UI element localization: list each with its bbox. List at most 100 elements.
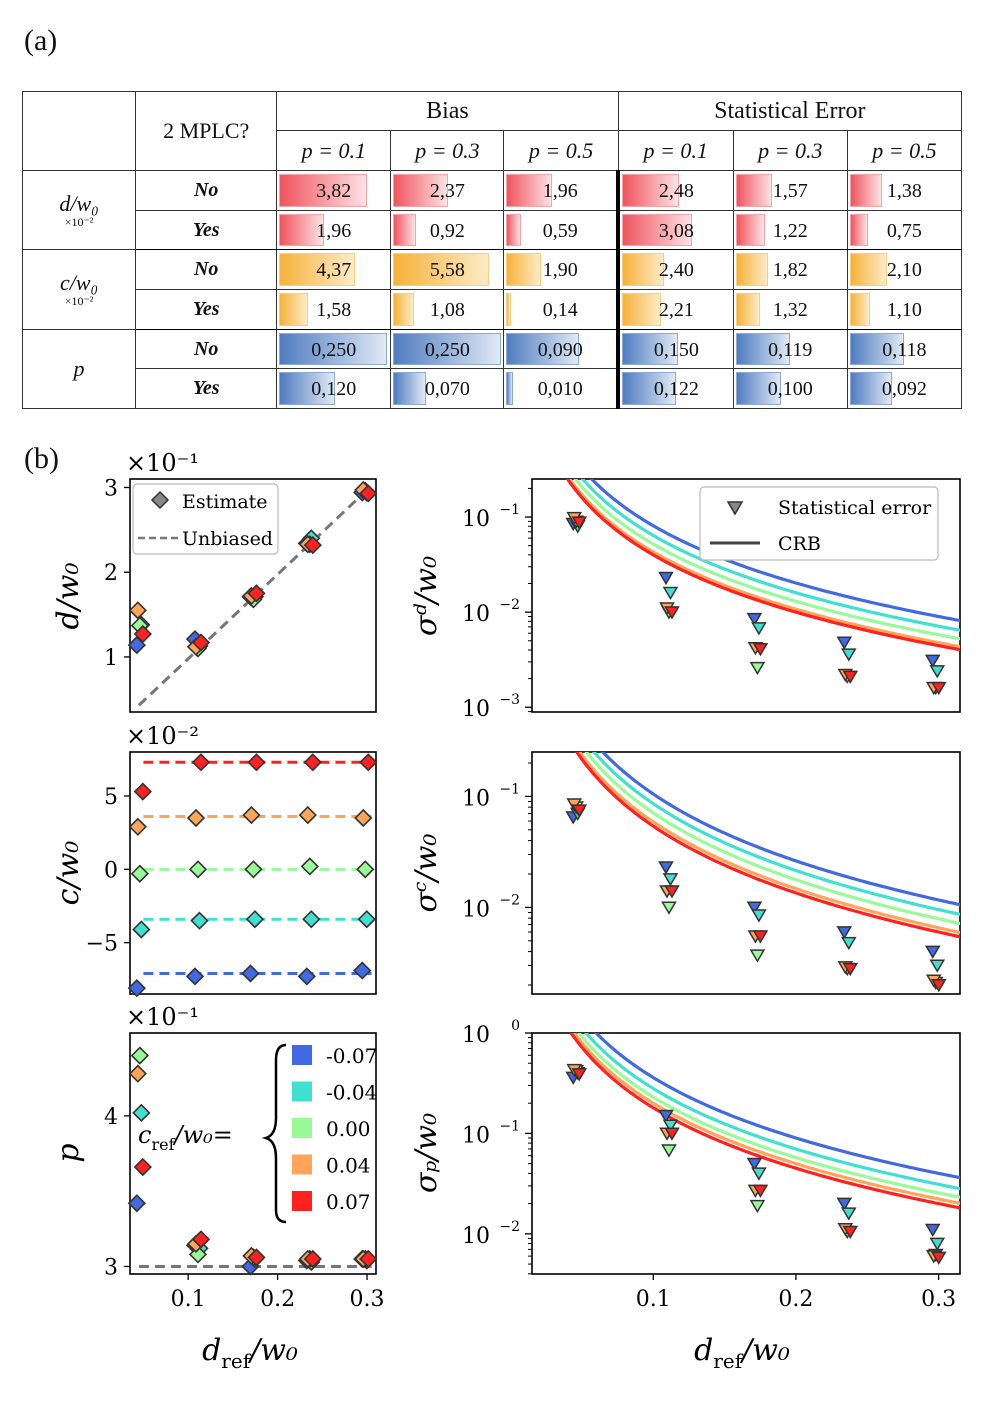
value-text: 5,58: [429, 259, 465, 282]
value-cell: 2,37: [390, 170, 505, 211]
legend-estimate: Estimate Unbiased: [132, 483, 279, 555]
ylabel-sigma-c: σᶜ/w₀: [409, 834, 444, 913]
estimate-marker: [188, 860, 208, 879]
value-cell: 2,40: [616, 249, 734, 291]
xtick-label: 0.1: [636, 1287, 671, 1312]
value-text: 1,96: [316, 219, 352, 242]
stat-error-marker: [749, 661, 766, 676]
estimate-marker: [353, 961, 372, 980]
value-text: 4,37: [316, 259, 352, 282]
value-text: 1,10: [886, 298, 922, 321]
estimate-marker: [247, 1248, 266, 1267]
legend-swatch: [292, 1118, 312, 1138]
ytick-exponent: −2: [499, 892, 520, 908]
crb-curve: [577, 752, 960, 935]
crb-curve: [584, 752, 960, 926]
stat-error-marker: [746, 1157, 763, 1171]
stat-error-marker: [664, 606, 680, 620]
xtick-label: 0.2: [260, 1287, 295, 1312]
stat-error-marker: [662, 1119, 679, 1133]
value-bar: [849, 253, 888, 287]
stat-error-marker: [571, 804, 588, 818]
ytick-label: −5: [86, 932, 118, 957]
legend-swatch: [292, 1154, 312, 1175]
stat-error-marker: [662, 586, 679, 601]
estimate-marker: [133, 1157, 152, 1177]
xtick-label: 0.3: [921, 1287, 956, 1312]
param-cell: p: [21, 328, 137, 410]
value-text: 0,122: [653, 378, 699, 401]
estimate-marker: [127, 1194, 146, 1213]
value-bar: [735, 332, 790, 366]
legend-unbiased-label: Unbiased: [182, 528, 273, 550]
value-text: 1,38: [886, 179, 922, 202]
stat-error-header: Statistical Error: [617, 91, 963, 131]
axes-frame: [129, 478, 377, 713]
value-text: 0,092: [881, 378, 927, 401]
ytick-exponent: 0: [511, 1018, 520, 1034]
legend-swatch: [292, 1191, 312, 1211]
crb-curve: [583, 1033, 960, 1191]
mplc-cell: Yes: [135, 209, 278, 251]
ytick-exponent: −1: [499, 781, 520, 797]
stat-error-marker: [752, 930, 769, 944]
value-cell: 1,82: [732, 249, 848, 291]
stat-error-marker: [840, 1207, 857, 1221]
p-col-header: p = 0.1: [617, 130, 734, 171]
stat-error-marker: [840, 648, 857, 662]
value-text: 2,40: [658, 259, 694, 282]
estimate-marker: [132, 1103, 151, 1122]
estimate-marker: [302, 910, 321, 929]
stat-error-marker: [836, 636, 853, 650]
estimate-marker: [133, 624, 152, 644]
stat-error-marker: [658, 1109, 674, 1124]
stat-error-marker: [752, 643, 769, 657]
legend-cref-label: -0.07: [326, 1044, 377, 1068]
value-bar: [735, 213, 765, 247]
legend-triangle: [726, 501, 744, 516]
axes-frame: [129, 751, 377, 995]
xtick-label: 0.1: [171, 1287, 206, 1312]
value-text: 2,10: [886, 259, 922, 282]
estimate-marker: [300, 857, 319, 876]
value-bar: [849, 213, 869, 247]
legend-swatch: [292, 1081, 312, 1102]
axis-scale-label: ×10⁻²: [126, 722, 199, 750]
value-cell: 2,10: [846, 249, 963, 291]
stat-error-marker: [749, 1199, 766, 1214]
stat-error-marker: [924, 654, 941, 668]
value-cell: 3,08: [616, 209, 734, 251]
value-bar: [622, 293, 661, 326]
crb-curve: [569, 1033, 960, 1210]
stat-error-marker: [664, 885, 680, 899]
estimate-marker: [297, 967, 316, 986]
value-bar: [622, 372, 676, 406]
value-bar: [622, 213, 693, 247]
stat-error-marker: [571, 1068, 588, 1082]
ylabel-sigma-d: σᵈ/w₀: [409, 556, 444, 636]
value-text: 0,250: [424, 338, 470, 361]
value-text: 0,119: [768, 338, 813, 361]
ylabel-sigma-p: σₚ/w₀: [409, 1113, 444, 1193]
legend-cref-label: 0.00: [326, 1117, 371, 1141]
value-bar: [506, 253, 541, 287]
value-bar: [506, 213, 522, 247]
ytick-exponent: −1: [499, 502, 520, 518]
value-cell: 0,070: [390, 368, 505, 410]
ytick-label: 10: [462, 602, 490, 627]
estimate-marker: [247, 584, 266, 603]
value-text: 1,58: [316, 298, 352, 321]
value-text: 1,08: [429, 298, 465, 321]
estimate-marker: [245, 910, 265, 929]
mplc-cell: No: [135, 170, 278, 211]
crb-curve: [572, 1033, 960, 1205]
stat-error-marker: [924, 945, 941, 959]
ylabel-p: p: [51, 1143, 86, 1162]
estimate-marker: [244, 860, 263, 879]
axes-frame: [531, 1032, 961, 1275]
estimate-marker: [128, 601, 147, 620]
crb-curve: [574, 752, 960, 939]
ytick-label: 10: [462, 507, 490, 532]
axes-frame: [531, 751, 961, 995]
value-text: 0,59: [542, 219, 578, 242]
